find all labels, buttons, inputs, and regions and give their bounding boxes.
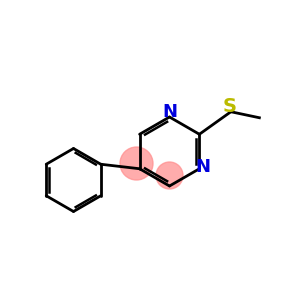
Text: N: N xyxy=(162,103,177,121)
Circle shape xyxy=(120,147,153,180)
Circle shape xyxy=(156,162,183,189)
Text: S: S xyxy=(222,97,236,116)
Text: N: N xyxy=(195,158,210,176)
